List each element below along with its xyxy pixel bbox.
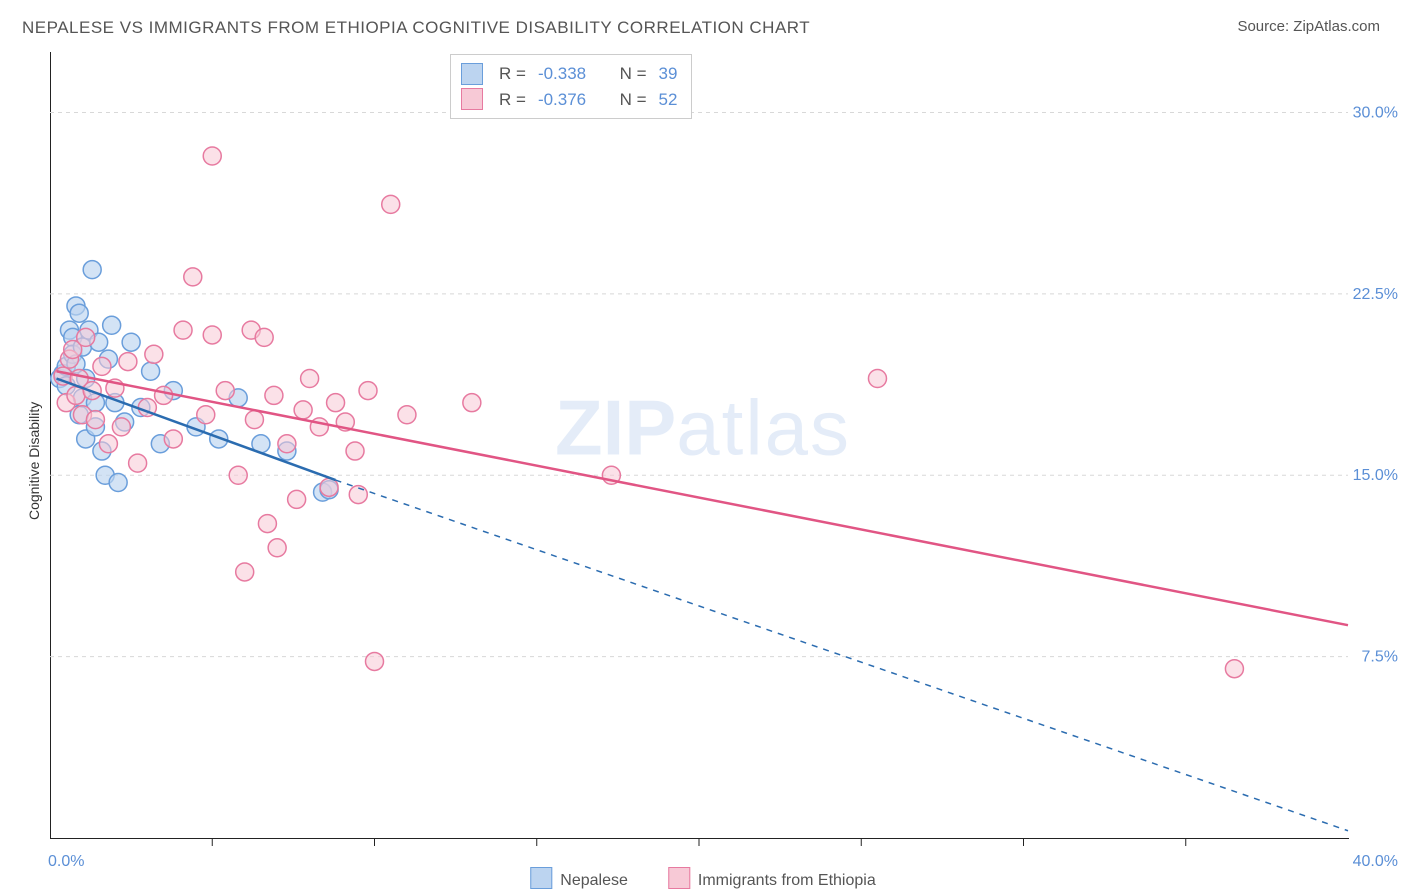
r-label: R = [499,87,526,113]
svg-text:30.0%: 30.0% [1353,104,1398,121]
legend-item-0: Nepalese [530,867,628,890]
svg-text:40.0%: 40.0% [1353,853,1398,870]
svg-text:0.0%: 0.0% [48,853,84,870]
svg-text:22.5%: 22.5% [1353,286,1398,303]
legend-swatch-1 [668,867,690,889]
r-value-1: -0.376 [538,87,586,113]
source-label: Source: ZipAtlas.com [1237,18,1380,35]
stats-swatch-1 [461,88,483,110]
n-label: N = [620,87,647,113]
series-legend: Nepalese Immigrants from Ethiopia [530,867,875,890]
legend-item-1: Immigrants from Ethiopia [668,867,876,890]
svg-text:7.5%: 7.5% [1362,649,1398,666]
y-axis-title: Cognitive Disability [26,402,42,520]
n-value-1: 52 [659,87,678,113]
n-label: N = [620,61,647,87]
legend-swatch-0 [530,867,552,889]
stats-swatch-0 [461,63,483,85]
r-value-0: -0.338 [538,61,586,87]
r-label: R = [499,61,526,87]
stats-legend: R = -0.338 N = 39 R = -0.376 N = 52 [450,54,692,119]
n-value-0: 39 [659,61,678,87]
chart-title: NEPALESE VS IMMIGRANTS FROM ETHIOPIA COG… [22,18,810,38]
svg-text:15.0%: 15.0% [1353,467,1398,484]
scatter-plot: 7.5%15.0%22.5%30.0%0.0%40.0% [50,52,1348,838]
stats-row-0: R = -0.338 N = 39 [461,61,677,87]
stats-row-1: R = -0.376 N = 52 [461,87,677,113]
legend-label-1: Immigrants from Ethiopia [698,872,876,889]
legend-label-0: Nepalese [560,872,628,889]
